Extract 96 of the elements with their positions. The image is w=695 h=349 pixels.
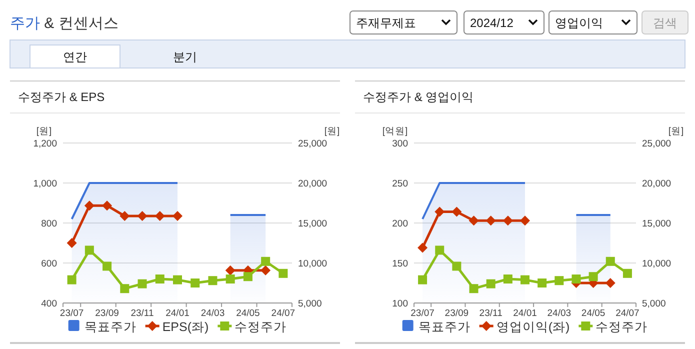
point [278, 268, 288, 278]
y2-tick-label: 5,000 [642, 298, 666, 310]
legend-label: 목표주가 [84, 320, 136, 334]
point [606, 256, 615, 266]
point [469, 284, 478, 294]
point [538, 278, 547, 288]
y2-tick-label: 25,000 [298, 138, 328, 150]
y-tick-label: 300 [392, 138, 408, 150]
x-tick-label: 24/07 [616, 308, 640, 319]
point [588, 272, 598, 282]
y-tick-label: 100 [392, 298, 408, 310]
point [452, 206, 462, 217]
y-axis-title: [억원] [382, 126, 408, 137]
point [503, 274, 512, 284]
y2-tick-label: 20,000 [298, 178, 328, 190]
text: 연간 [63, 50, 87, 64]
point [554, 276, 564, 286]
text: 영업이익 [555, 16, 603, 30]
x-tick-label: 24/05 [581, 308, 606, 319]
y-tick-label: 150 [392, 258, 408, 270]
point [418, 242, 428, 253]
point [622, 268, 632, 278]
point [66, 238, 77, 248]
point [137, 211, 148, 221]
x-tick-label: 24/01 [513, 308, 537, 319]
legend-label: EPS(좌) [162, 320, 209, 334]
point [173, 275, 182, 284]
point [260, 265, 271, 276]
point [520, 275, 530, 284]
y-tick-label: 600 [41, 258, 57, 270]
y-tick-label: 200 [392, 218, 408, 230]
point [84, 200, 94, 211]
y2-tick-label: 20,000 [642, 178, 672, 190]
x-tick-label: 23/09 [95, 308, 119, 319]
point [261, 256, 270, 266]
point [225, 265, 236, 276]
text: 검색 [653, 16, 677, 30]
y2-tick-label: 10,000 [298, 258, 328, 270]
point [102, 200, 112, 211]
point [155, 274, 164, 284]
x-tick-label: 23/07 [410, 308, 434, 319]
y2-axis-title: [원] [324, 126, 340, 137]
x-tick-label: 24/03 [547, 308, 572, 319]
y-tick-label: 800 [41, 218, 57, 230]
point [172, 211, 182, 221]
y-axis-title: [원] [36, 126, 52, 137]
x-tick-label: 24/01 [166, 308, 190, 319]
text: 분기 [173, 50, 197, 64]
point [520, 216, 530, 226]
point [502, 216, 513, 226]
x-tick-label: 23/11 [479, 308, 502, 319]
x-tick-label: 24/05 [236, 308, 260, 319]
y-tick-label: 400 [41, 298, 57, 310]
point [138, 279, 147, 288]
text: 주가 & 컨센서스 [10, 15, 118, 32]
legend-label: 수정주가 [234, 320, 287, 334]
y2-tick-label: 10,000 [642, 258, 672, 270]
point [226, 274, 235, 284]
x-tick-label: 24/03 [200, 308, 225, 319]
point [452, 262, 462, 271]
text: 2024/12 [470, 16, 514, 30]
point [605, 278, 616, 288]
x-tick-label: 24/07 [271, 308, 296, 319]
point [84, 246, 94, 255]
point [120, 211, 130, 221]
point [243, 272, 252, 282]
point [67, 275, 76, 284]
point [418, 275, 428, 284]
y-tick-label: 250 [392, 178, 408, 190]
x-tick-label: 23/11 [130, 308, 154, 319]
point [468, 216, 479, 226]
y2-tick-label: 5,000 [298, 298, 322, 310]
point [486, 216, 496, 226]
y2-tick-label: 15,000 [298, 218, 328, 230]
legend-label: 영업이익(좌) [496, 320, 570, 334]
text: 주재무제표 [356, 16, 416, 30]
point [208, 276, 218, 286]
legend-label: 수정주가 [596, 320, 648, 334]
point [486, 279, 496, 288]
y-tick-label: 1,000 [33, 178, 57, 190]
point [572, 274, 581, 284]
point [154, 211, 165, 221]
x-tick-label: 23/09 [444, 308, 469, 319]
x-tick-label: 23/07 [60, 308, 84, 319]
y2-axis-title: [원] [668, 126, 684, 137]
point [102, 262, 112, 271]
y2-tick-label: 25,000 [642, 138, 672, 150]
point [190, 278, 200, 288]
point [434, 206, 445, 217]
point [120, 284, 130, 294]
chart-title: 수정주가 & 영업이익 [363, 90, 474, 104]
y-tick-label: 1,200 [33, 138, 57, 150]
legend-label: 목표주가 [418, 320, 470, 334]
point [435, 246, 444, 255]
chart-title: 수정주가 & EPS [18, 90, 105, 104]
y2-tick-label: 15,000 [642, 218, 672, 230]
